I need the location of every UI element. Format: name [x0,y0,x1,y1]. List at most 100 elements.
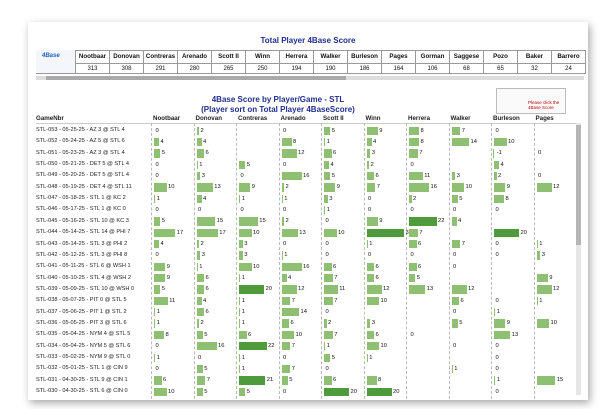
score-value[interactable]: 1 [326,343,330,350]
score-value[interactable]: 1 [326,138,330,145]
score-value[interactable]: 9 [336,184,340,191]
score-value[interactable]: 5 [161,286,165,293]
score-value[interactable]: 5 [161,218,165,225]
score-value[interactable]: 15 [556,377,564,384]
score-value[interactable]: 6 [460,297,464,304]
score-value[interactable]: 4 [160,241,164,247]
score-value[interactable]: 7 [206,377,210,384]
score-value[interactable]: 0 [325,241,329,247]
score-value[interactable]: 3 [244,252,248,259]
score-value[interactable]: 0 [495,127,499,134]
score-value[interactable]: 5 [459,320,463,327]
score-value[interactable]: 6 [333,263,337,270]
score-value[interactable]: 4 [203,195,207,202]
score-value[interactable]: 10 [253,229,260,236]
score-value[interactable]: 0 [410,331,414,338]
score-value[interactable]: 6 [375,331,379,338]
score-value[interactable]: 5 [246,161,250,168]
score-value[interactable]: 6 [248,331,252,338]
score-value[interactable]: 1 [241,320,245,327]
score-value[interactable]: 0 [155,343,159,350]
score-value[interactable]: -1 [496,150,502,157]
score-value[interactable]: 6 [418,263,422,270]
score-value[interactable]: 30 [406,230,412,236]
score-value[interactable]: 3 [201,252,205,259]
score-value[interactable]: 2 [328,320,332,327]
score-value[interactable]: 0 [368,252,372,259]
score-value[interactable]: 7 [334,331,338,338]
score-value[interactable]: 2 [498,172,502,179]
score-value[interactable]: 0 [325,252,329,259]
score-value[interactable]: 3 [456,172,460,179]
score-value[interactable]: 16 [303,263,310,270]
score-value[interactable]: 0 [240,172,244,179]
score-value[interactable]: 4 [203,138,207,145]
score-value[interactable]: 10 [380,297,387,304]
score-value[interactable]: 17 [219,229,226,236]
score-value[interactable]: 0 [495,354,499,361]
score-value[interactable]: 1 [539,297,543,304]
score-value[interactable]: 1 [369,241,373,247]
score-value[interactable]: 3 [329,195,333,202]
score-value[interactable]: 0 [538,172,542,179]
score-value[interactable]: 0 [283,161,287,168]
score-value[interactable]: 0 [283,241,287,247]
score-value[interactable]: 0 [453,343,457,350]
score-value[interactable]: 5 [459,195,463,202]
score-value[interactable]: 22 [438,218,445,225]
score-value[interactable]: 6 [333,377,337,384]
score-value[interactable]: 2 [370,161,374,168]
score-value[interactable]: 20 [520,229,527,236]
score-value[interactable]: 7 [419,150,423,157]
score-value[interactable]: 1 [156,309,160,316]
score-value[interactable]: 5 [331,127,335,134]
score-value[interactable]: 8 [420,138,424,145]
score-value[interactable]: 5 [204,331,208,338]
score-value[interactable]: 0 [240,206,244,213]
score-value[interactable]: 0 [283,354,287,361]
score-value[interactable]: 0 [453,252,457,259]
score-value[interactable]: 6 [418,241,422,247]
score-button[interactable] [496,88,566,114]
score-value[interactable]: 0 [155,161,159,168]
score-value[interactable]: 12 [383,286,390,293]
score-value[interactable]: 0 [495,241,499,247]
score-value[interactable]: 8 [505,195,509,202]
score-value[interactable]: 0 [283,388,287,395]
score-value[interactable]: 10 [168,184,175,191]
score-value[interactable]: 0 [155,127,159,134]
score-value[interactable]: 0 [198,206,202,213]
score-value[interactable]: 0 [495,388,499,395]
score-value[interactable]: 1 [199,263,203,270]
score-value[interactable]: 4 [373,138,377,145]
score-value[interactable]: 8 [378,377,382,384]
score-value[interactable]: 7 [461,127,465,134]
score-value[interactable]: 4 [330,161,334,168]
score-value[interactable]: 7 [291,365,295,372]
score-value[interactable]: 9 [506,184,510,191]
score-value[interactable]: 10 [508,138,515,145]
score-value[interactable]: 0 [453,309,457,316]
score-value[interactable]: 16 [303,172,310,179]
score-value[interactable]: 10 [338,229,345,236]
score-value[interactable]: 6 [375,172,379,179]
score-value[interactable]: 5 [246,388,250,395]
score-value[interactable]: 10 [295,331,302,338]
score-value[interactable]: 0 [410,206,414,213]
score-value[interactable]: 0 [368,206,372,213]
score-value[interactable]: 0 [325,218,329,225]
score-value[interactable]: 8 [165,331,169,338]
score-value[interactable]: 7 [334,275,338,282]
score-value[interactable]: 0 [325,309,329,316]
score-value[interactable]: 0 [155,206,159,213]
score-value[interactable]: 0 [155,365,159,372]
score-value[interactable]: 0 [453,263,457,270]
score-value[interactable]: 0 [155,252,159,259]
score-value[interactable]: 13 [511,331,519,338]
score-value[interactable]: 12 [553,286,560,293]
score-value[interactable]: 3 [371,320,375,327]
score-value[interactable]: 6 [375,275,379,282]
score-value[interactable]: 5 [416,275,420,282]
score-value[interactable]: 3 [201,172,205,179]
score-value[interactable]: 1 [241,354,245,361]
